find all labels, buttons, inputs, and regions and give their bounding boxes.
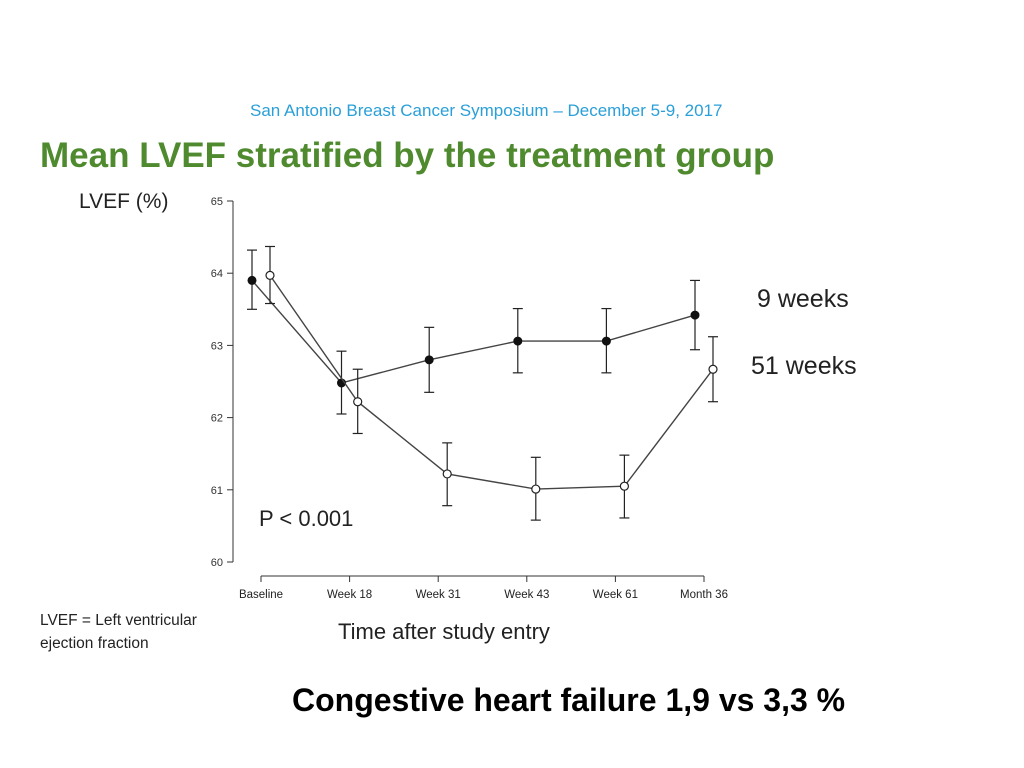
series-51-weeks: [265, 245, 718, 521]
x-tick-label-5: Month 36: [680, 589, 728, 601]
data-point-0-3: [513, 336, 523, 346]
x-tick-label-2: Week 31: [416, 589, 461, 601]
footnote: LVEF = Left ventricular ejection fractio…: [40, 612, 197, 652]
data-point-1-3: [531, 484, 541, 494]
data-point-1-5: [708, 364, 718, 374]
series-9-weeks: [247, 249, 700, 415]
x-tick-label-4: Week 61: [593, 589, 638, 601]
data-point-0-4: [601, 336, 611, 346]
slide-title: Mean LVEF stratified by the treatment gr…: [40, 136, 775, 175]
y-tick-label-65: 65: [211, 196, 223, 208]
data-point-0-5: [690, 310, 700, 320]
y-tick-label-60: 60: [211, 557, 223, 569]
conference-banner: San Antonio Breast Cancer Symposium – De…: [250, 101, 723, 120]
y-axis-title: LVEF (%): [79, 190, 169, 213]
chart-series: [247, 245, 718, 521]
data-point-1-2: [442, 469, 452, 479]
data-point-1-4: [619, 481, 630, 491]
data-point-0-2: [424, 355, 434, 365]
data-point-1-0: [265, 270, 275, 280]
x-tick-label-1: Week 18: [327, 589, 372, 601]
series-line-0: [251, 279, 696, 384]
x-tick-label-3: Week 43: [504, 589, 549, 601]
data-point-1-1: [353, 397, 363, 407]
chart-axes: 60 61 62 63 64 65 Baseline Week 18 Week 31 Week 4…: [211, 196, 728, 601]
series-line-1: [269, 274, 714, 490]
y-tick-label-64: 64: [211, 268, 223, 280]
legend-label-9-weeks: 9 weeks: [757, 285, 849, 313]
x-tick-label-0: Baseline: [239, 589, 283, 601]
y-tick-label-63: 63: [211, 340, 223, 352]
x-axis-title: Time after study entry: [338, 619, 550, 644]
y-tick-label-62: 62: [211, 413, 223, 425]
data-point-0-0: [247, 275, 257, 285]
p-value-annotation: P < 0.001: [259, 506, 354, 531]
legend-label-51-weeks: 51 weeks: [751, 352, 857, 380]
conclusion-text: Congestive heart failure 1,9 vs 3,3 %: [292, 682, 846, 718]
y-tick-label-61: 61: [211, 485, 223, 497]
